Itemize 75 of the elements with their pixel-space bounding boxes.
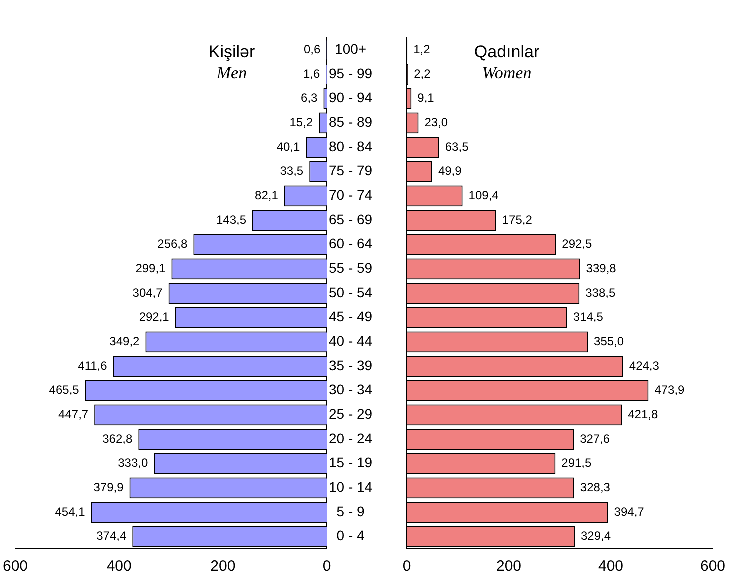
data-label: 329,4 xyxy=(580,529,612,544)
y-tick-label: 75 - 79 xyxy=(328,162,373,179)
data-label: 33,5 xyxy=(280,164,304,178)
y-tick-label: 80 - 84 xyxy=(328,138,373,154)
data-label: 109,4 xyxy=(468,188,500,202)
y-tick-label: 50 - 54 xyxy=(328,284,373,300)
data-label: 291,5 xyxy=(562,456,592,470)
y-tick-label: 35 - 39 xyxy=(328,357,373,374)
y-tick-label: 55 - 59 xyxy=(328,260,373,276)
data-label: 411,6 xyxy=(78,358,108,373)
y-tick-label: 90 - 94 xyxy=(328,90,373,106)
data-label: 0,6 xyxy=(304,42,322,56)
text: Women xyxy=(482,63,532,82)
x-tick-label: 600 xyxy=(700,558,726,576)
data-label: 82,1 xyxy=(255,188,279,202)
y-tick-label: 40 - 44 xyxy=(328,333,373,350)
x-tick-label: 0 xyxy=(402,558,412,576)
data-label: 328,3 xyxy=(580,480,611,494)
x-tick-label: 200 xyxy=(496,558,522,576)
data-label: 327,6 xyxy=(580,432,610,446)
x-tick-label: 0 xyxy=(322,558,332,576)
y-tick-label: 60 - 64 xyxy=(328,236,373,252)
data-label: 40,1 xyxy=(276,140,301,154)
data-label: 143,5 xyxy=(216,212,247,227)
data-label: 421,8 xyxy=(628,407,658,422)
data-label: 1,2 xyxy=(414,42,431,56)
y-tick-label: 0 - 4 xyxy=(336,528,366,544)
data-label: 473,9 xyxy=(654,383,686,398)
text: Men xyxy=(216,63,248,82)
data-label: 63,5 xyxy=(445,140,470,154)
data-label: 374,4 xyxy=(96,529,127,544)
y-tick-label: 45 - 49 xyxy=(328,308,373,325)
data-label: 424,3 xyxy=(629,358,660,373)
data-label: 362,8 xyxy=(102,432,133,446)
y-tick-label: 65 - 69 xyxy=(328,211,373,228)
y-tick-label: 100+ xyxy=(335,41,367,58)
data-label: 339,8 xyxy=(586,261,617,276)
x-tick-label: 400 xyxy=(106,558,132,576)
y-tick-label: 85 - 89 xyxy=(328,114,373,130)
data-label: 314,5 xyxy=(573,310,604,324)
data-label: 304,7 xyxy=(132,286,164,300)
data-label: 349,2 xyxy=(110,334,140,348)
y-tick-label: 10 - 14 xyxy=(328,479,373,496)
data-label: 15,2 xyxy=(290,115,314,130)
data-label: 338,5 xyxy=(586,286,616,300)
data-label: 2,2 xyxy=(414,66,432,81)
x-tick-label: 600 xyxy=(3,558,28,576)
data-label: 49,9 xyxy=(438,164,462,178)
data-label: 6,3 xyxy=(301,91,318,106)
y-tick-label: 20 - 24 xyxy=(328,430,373,446)
data-label: 1,6 xyxy=(303,66,320,81)
data-label: 379,9 xyxy=(94,480,124,494)
data-label: 292,5 xyxy=(562,237,593,252)
data-label: 454,1 xyxy=(55,504,86,519)
y-tick-label: 30 - 34 xyxy=(328,382,373,398)
data-label: 299,1 xyxy=(136,261,166,276)
data-label: 465,5 xyxy=(49,383,80,398)
data-label: 23,0 xyxy=(424,115,448,130)
y-tick-label: 15 - 19 xyxy=(328,454,373,471)
x-tick-label: 200 xyxy=(210,558,236,576)
chart-title: Kişilər xyxy=(208,42,256,62)
x-tick-label: 400 xyxy=(598,558,624,576)
y-tick-label: 25 - 29 xyxy=(328,406,373,422)
data-label: 394,7 xyxy=(614,504,645,519)
y-tick-label: 70 - 74 xyxy=(328,187,373,204)
data-label: 256,8 xyxy=(158,237,188,252)
y-tick-label: 95 - 99 xyxy=(328,65,373,82)
data-label: 333,0 xyxy=(118,456,148,470)
data-label: 292,1 xyxy=(139,310,170,324)
chart-title: Qadınlar xyxy=(474,42,540,62)
data-label: 175,2 xyxy=(502,212,533,227)
data-label: 9,1 xyxy=(418,91,435,106)
data-label: 355,0 xyxy=(594,334,624,348)
data-label: 447,7 xyxy=(58,407,89,422)
y-tick-label: 5 - 9 xyxy=(336,503,366,520)
